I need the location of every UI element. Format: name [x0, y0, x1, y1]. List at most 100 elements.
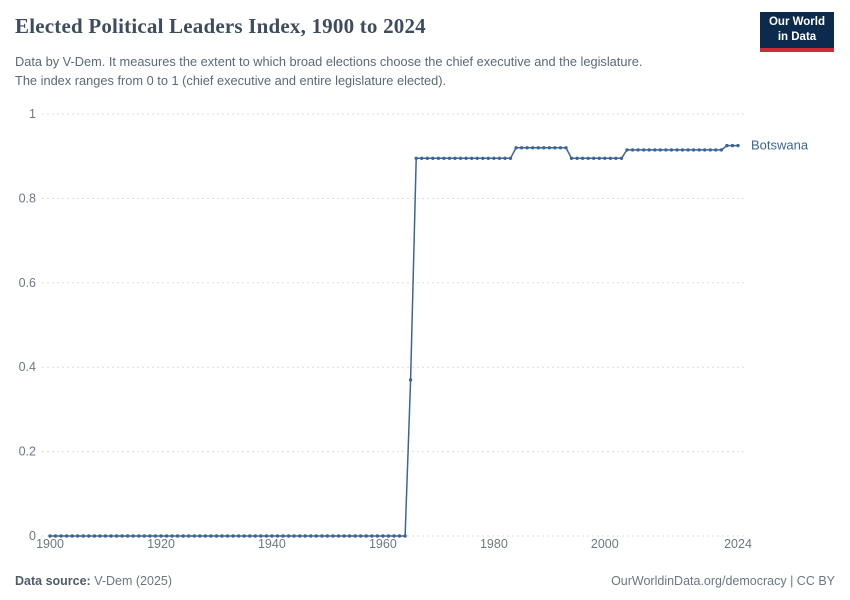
data-point[interactable] — [126, 534, 130, 538]
data-point[interactable] — [347, 534, 352, 538]
data-point[interactable] — [198, 534, 202, 538]
data-point[interactable] — [64, 534, 69, 538]
data-point[interactable] — [453, 156, 457, 160]
footer-credit-link[interactable]: OurWorldinData.org/democracy | CC BY — [611, 574, 835, 588]
data-point[interactable] — [592, 156, 596, 160]
data-point[interactable] — [281, 534, 285, 538]
data-point[interactable] — [292, 534, 296, 538]
data-point[interactable] — [214, 534, 219, 538]
data-point[interactable] — [76, 534, 80, 538]
data-point[interactable] — [536, 146, 540, 150]
data-point[interactable] — [420, 156, 424, 160]
data-point[interactable] — [736, 143, 740, 148]
data-point[interactable] — [298, 534, 302, 538]
data-point[interactable] — [680, 148, 685, 152]
data-point[interactable] — [392, 534, 396, 538]
data-point[interactable] — [470, 156, 474, 160]
data-point[interactable] — [359, 534, 363, 538]
data-point[interactable] — [553, 146, 557, 150]
data-point[interactable] — [309, 534, 313, 538]
data-point[interactable] — [87, 534, 91, 538]
data-point[interactable] — [336, 534, 341, 538]
data-point[interactable] — [575, 156, 579, 160]
data-point[interactable] — [531, 146, 535, 150]
data-point[interactable] — [253, 534, 257, 538]
data-point[interactable] — [542, 146, 546, 150]
data-point[interactable] — [708, 148, 712, 152]
data-point[interactable] — [586, 156, 590, 160]
data-point[interactable] — [364, 534, 368, 538]
data-point[interactable] — [664, 148, 668, 152]
data-point[interactable] — [408, 378, 413, 382]
data-point[interactable] — [447, 156, 452, 160]
data-point[interactable] — [275, 534, 280, 538]
data-point[interactable] — [481, 156, 485, 160]
data-point[interactable] — [514, 146, 518, 150]
data-point[interactable] — [114, 534, 119, 538]
data-point[interactable] — [375, 534, 380, 538]
data-point[interactable] — [242, 534, 246, 538]
data-point[interactable] — [519, 146, 524, 150]
data-point[interactable] — [730, 143, 735, 148]
data-point[interactable] — [492, 156, 496, 160]
data-point[interactable] — [675, 148, 679, 152]
data-point[interactable] — [442, 156, 446, 160]
data-point[interactable] — [314, 534, 318, 538]
data-point[interactable] — [569, 156, 574, 160]
data-point[interactable] — [159, 534, 163, 538]
data-point[interactable] — [164, 534, 169, 538]
data-point[interactable] — [497, 156, 502, 160]
data-point[interactable] — [153, 534, 158, 538]
data-point[interactable] — [170, 534, 174, 538]
data-point[interactable] — [98, 534, 102, 538]
data-point[interactable] — [187, 534, 191, 538]
data-point[interactable] — [286, 534, 291, 538]
data-point[interactable] — [109, 534, 113, 538]
data-point[interactable] — [653, 148, 657, 152]
data-point[interactable] — [137, 534, 141, 538]
data-point[interactable] — [525, 146, 529, 150]
data-point[interactable] — [70, 534, 74, 538]
data-point[interactable] — [259, 534, 263, 538]
data-point[interactable] — [697, 148, 701, 152]
data-point[interactable] — [120, 534, 124, 538]
data-point[interactable] — [203, 534, 208, 538]
data-point[interactable] — [320, 534, 324, 538]
data-point[interactable] — [503, 156, 507, 160]
data-point[interactable] — [381, 534, 385, 538]
data-point[interactable] — [597, 156, 601, 160]
data-point[interactable] — [103, 534, 108, 538]
data-point[interactable] — [603, 156, 607, 160]
data-point[interactable] — [725, 143, 729, 148]
data-point[interactable] — [181, 534, 185, 538]
data-point[interactable] — [703, 148, 707, 152]
data-point[interactable] — [558, 146, 563, 150]
data-point[interactable] — [486, 156, 490, 160]
data-point[interactable] — [270, 534, 274, 538]
data-point[interactable] — [48, 534, 52, 538]
data-point[interactable] — [608, 156, 613, 160]
data-point[interactable] — [131, 534, 135, 538]
data-point[interactable] — [691, 148, 696, 152]
data-point[interactable] — [397, 534, 402, 538]
data-point[interactable] — [148, 534, 152, 538]
data-point[interactable] — [475, 156, 479, 160]
data-point[interactable] — [431, 156, 435, 160]
data-point[interactable] — [264, 534, 269, 538]
data-point[interactable] — [614, 156, 618, 160]
data-point[interactable] — [248, 534, 252, 538]
data-point[interactable] — [342, 534, 346, 538]
data-point[interactable] — [353, 534, 357, 538]
data-point[interactable] — [564, 146, 568, 150]
data-point[interactable] — [642, 148, 646, 152]
data-point[interactable] — [225, 534, 230, 538]
data-point[interactable] — [53, 534, 58, 538]
data-point[interactable] — [458, 156, 463, 160]
data-point[interactable] — [331, 534, 335, 538]
series-line[interactable] — [50, 144, 738, 537]
data-point[interactable] — [142, 534, 146, 538]
data-point[interactable] — [647, 148, 651, 152]
data-point[interactable] — [192, 534, 196, 538]
data-point[interactable] — [619, 156, 624, 160]
